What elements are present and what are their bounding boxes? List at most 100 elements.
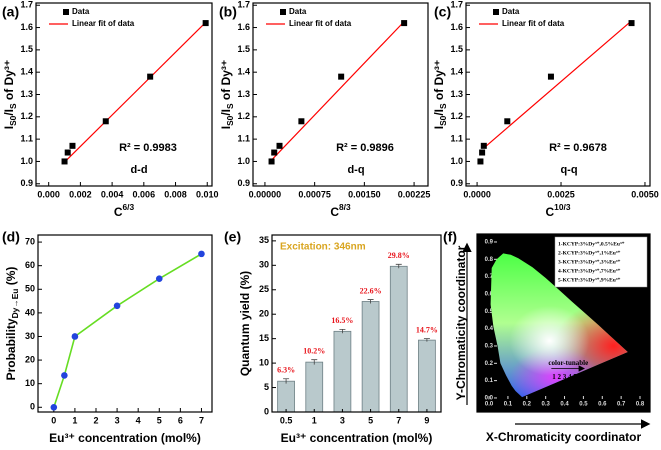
x-axis-label: X-Chromaticity coordinator [486, 430, 642, 444]
x-axis-label-part: C [114, 205, 123, 219]
x-tick-label: 0.008 [164, 189, 187, 199]
fit-line [269, 20, 406, 162]
y-tick-label: 1.2 [450, 111, 463, 121]
error-bar [339, 328, 346, 334]
y-tick-label: 0.3 [485, 344, 494, 350]
x-tick-label: 0.5 [579, 402, 588, 408]
y-tick-label: 15 [259, 333, 269, 343]
data-point [479, 149, 486, 156]
panel-label: (e) [224, 229, 241, 245]
data-point [298, 118, 305, 125]
error-bar [367, 299, 374, 304]
y-tick-label: 1.5 [237, 44, 250, 54]
y-tick-label: 0.9 [20, 178, 33, 188]
y-tick-label: 1.7 [237, 0, 250, 10]
y-tick-label: 1.2 [237, 111, 250, 121]
value-label: 10.2% [303, 347, 325, 356]
panel-label: (b) [219, 4, 237, 20]
marker [198, 250, 205, 258]
x-tick-label: 5 [368, 415, 373, 425]
y-axis-label-part: /I [2, 109, 16, 116]
y-axis-label-part: of Dy³⁺ [219, 60, 233, 104]
y-tick-label: 1.4 [450, 67, 463, 77]
legend-entry: 2-KCYP:3%Dy³⁺,1%Eu³⁺ [558, 249, 621, 256]
x-tick-label: 0 [51, 415, 56, 425]
y-axis-label-part: S0 [438, 115, 448, 126]
y-axis-label-part: S [225, 103, 235, 109]
y-tick-label: 50 [25, 284, 35, 294]
y-tick-label: 40 [25, 307, 35, 317]
data-point [202, 20, 209, 27]
x-tick-label: 0.0000 [463, 189, 491, 199]
y-axis-label-part: S0 [8, 115, 18, 126]
data-point [61, 158, 68, 165]
x-tick-label: 0.00150 [348, 189, 381, 199]
legend-label: Linear fit of data [502, 19, 565, 28]
x-axis-label-part: Eu³⁺ concentration (mol%) [281, 431, 433, 445]
y-tick-label: 1.3 [20, 89, 33, 99]
marker [113, 302, 121, 310]
legend-marker [280, 9, 286, 15]
data-point [102, 118, 109, 125]
y-tick-label: 1.2 [20, 111, 33, 121]
plot-frame [252, 2, 429, 187]
marker [155, 275, 163, 282]
cie-white [509, 305, 590, 376]
x-axis-label-part: X-Chromaticity coordinator [486, 430, 642, 444]
data-point [69, 142, 76, 149]
data-point [276, 142, 283, 149]
annotation: R² = 0.9678 [549, 142, 607, 154]
plot-frame [37, 234, 213, 413]
x-axis-label: Eu³⁺ concentration (mol%) [49, 431, 201, 445]
x-tick-label: 1 [72, 415, 77, 425]
data-point [268, 158, 275, 165]
fit-line [62, 20, 208, 165]
y-axis-label-part: of Dy³⁺ [432, 60, 446, 104]
y-tick-label: 10 [259, 357, 269, 367]
y-tick-label: 0.6 [485, 292, 494, 298]
y-tick-label: 30 [259, 260, 269, 270]
y-tick-label: 1.1 [237, 134, 250, 144]
legend-entry: 5-KCYP:3%Dy³⁺,9%Eu³⁺ [558, 276, 621, 283]
y-tick-label: 70 [25, 236, 35, 246]
x-tick-label: 0.7 [617, 402, 626, 408]
x-tick-label: 3 [115, 415, 120, 425]
data-point [147, 73, 154, 80]
value-label: 6.3% [277, 366, 295, 375]
data-point [480, 142, 487, 149]
plot-frame [35, 2, 213, 187]
y-axis-label-part: of Dy³⁺ [2, 60, 16, 104]
x-axis-label-part: C [330, 205, 339, 219]
x-tick-label: 0.000 [37, 189, 60, 199]
annotation: R² = 0.9896 [336, 142, 394, 154]
x-axis-label: C8/3 [330, 202, 351, 219]
y-tick-label: 0.9 [485, 240, 494, 246]
data-point [271, 149, 278, 156]
y-axis-label: IS0/IS of Dy³⁺ [2, 60, 18, 130]
x-tick-label: 2 [93, 415, 98, 425]
x-tick-label: 7 [199, 415, 204, 425]
x-tick-label: 5 [157, 415, 162, 425]
x-tick-label: 0.1 [504, 402, 513, 408]
value-label: 29.8% [388, 251, 410, 260]
panel-label: (d) [2, 229, 20, 245]
data-point [401, 20, 408, 27]
y-axis-label-part: S [8, 103, 18, 109]
legend-label: Linear fit of data [72, 19, 135, 28]
y-axis-label: Y-Chromaticity coordinator [454, 245, 468, 400]
y-tick-label: 1.1 [20, 134, 33, 144]
y-tick-label: 1.3 [450, 89, 463, 99]
legend-entry: 4-KCYP:3%Dy³⁺,7%Eu³⁺ [558, 267, 621, 274]
y-axis-label-part: I [432, 126, 446, 129]
plot-frame [465, 2, 651, 187]
error-bar [311, 359, 318, 365]
y-axis-label-part: Dy→Eu [10, 289, 20, 319]
y-axis-label-part: I [219, 126, 233, 129]
x-axis-label-part: 10/3 [554, 202, 571, 212]
error-bar [423, 338, 430, 342]
y-tick-label: 5 [264, 382, 269, 392]
data-point [338, 73, 345, 80]
y-tick-label: 10 [25, 378, 35, 388]
